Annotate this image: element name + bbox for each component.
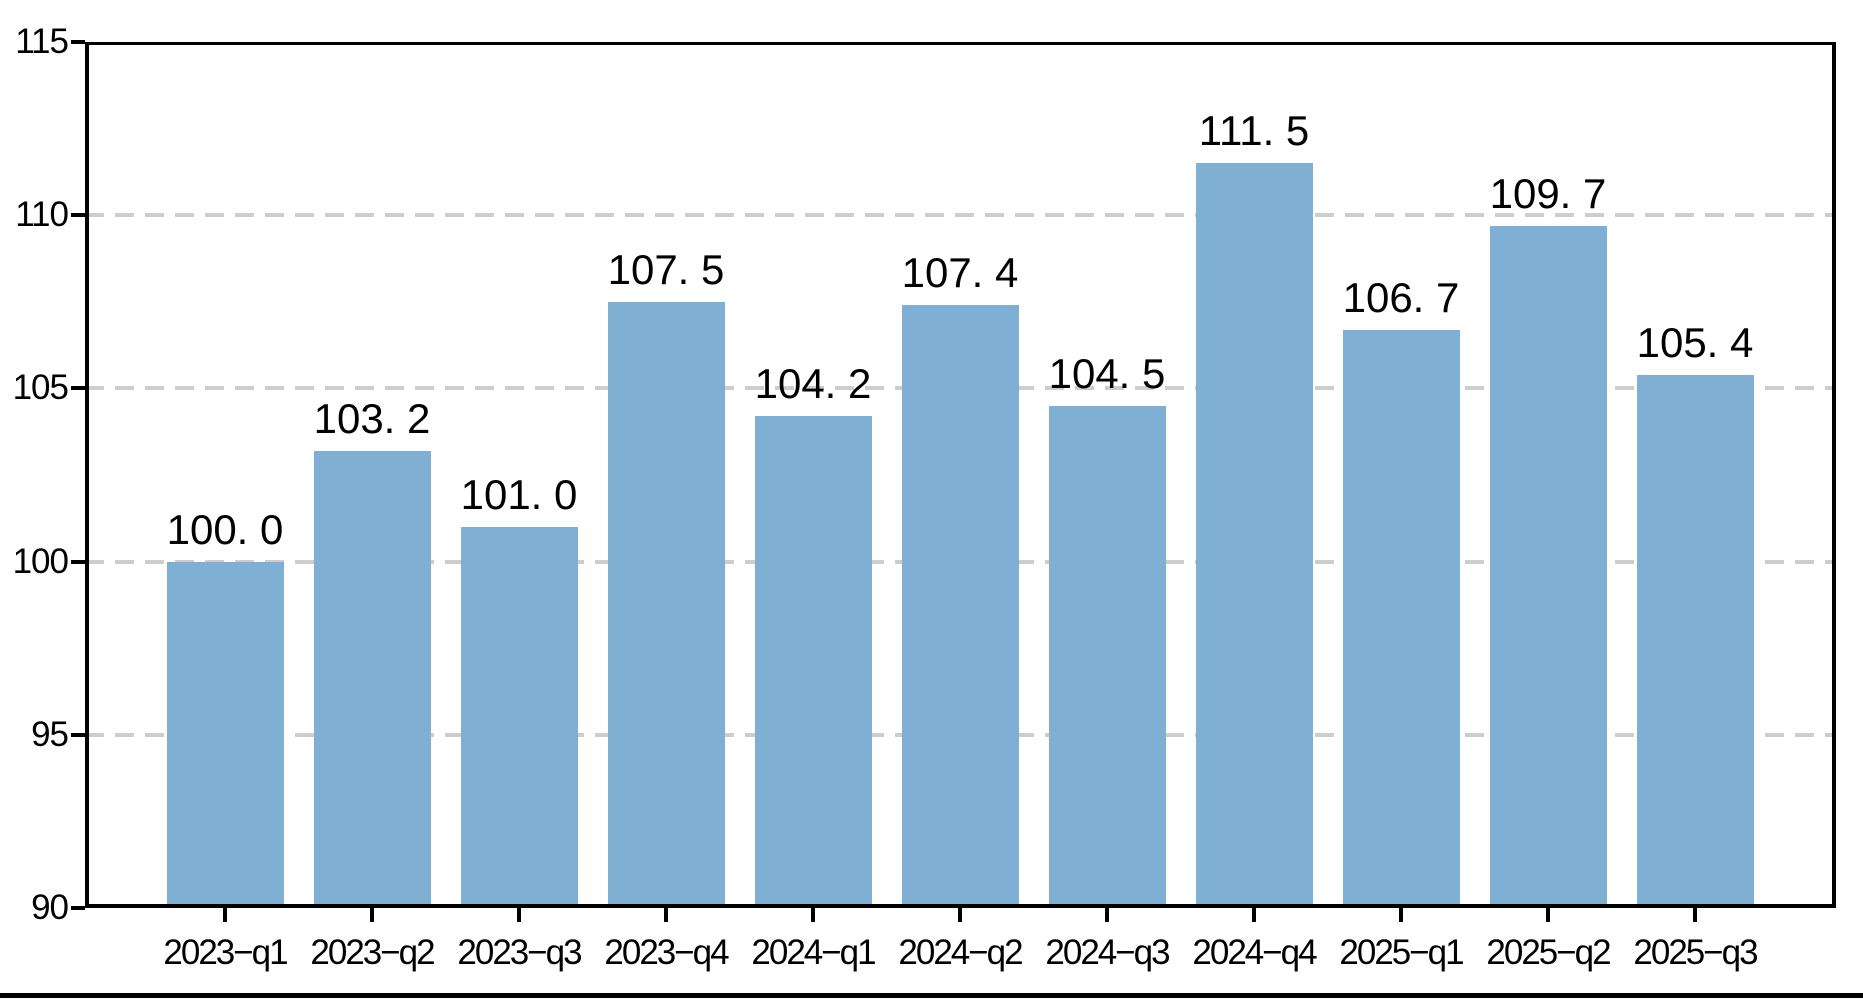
x-tick-2023−q1 bbox=[223, 908, 227, 922]
x-tick-2025−q1 bbox=[1399, 908, 1403, 922]
y-tick-label-105: 105 bbox=[12, 368, 69, 408]
right-spine bbox=[1832, 42, 1836, 908]
plot-area: 100. 0 2023−q1 103. 2 2023−q2 101. 0 2023−q3 1… bbox=[71, 40, 1836, 972]
bar-value-label: 104. 5 bbox=[1048, 349, 1166, 397]
gridline-110 bbox=[85, 213, 1836, 218]
y-tick-95 bbox=[71, 732, 85, 737]
bar-value-label: 101. 0 bbox=[460, 470, 578, 518]
x-tick-2023−q4 bbox=[664, 908, 668, 922]
bar-value-label: 109. 7 bbox=[1489, 169, 1607, 217]
bar-value-label: 107. 4 bbox=[901, 249, 1019, 297]
bar-2025−q3 bbox=[1636, 374, 1754, 908]
bar-2024−q1 bbox=[754, 416, 872, 908]
bar-value-label: 111. 5 bbox=[1198, 107, 1310, 155]
x-axis-line bbox=[85, 904, 1836, 908]
bar-value-label: 104. 2 bbox=[754, 360, 872, 408]
y-tick-label-110: 110 bbox=[15, 195, 69, 235]
x-tick-label: 2023−q2 bbox=[310, 933, 435, 972]
bar-2024−q4 bbox=[1195, 163, 1313, 908]
bar-2024−q3 bbox=[1048, 405, 1166, 908]
x-tick-2024−q4 bbox=[1252, 908, 1256, 922]
bar-2025−q2 bbox=[1489, 225, 1607, 908]
x-tick-2024−q2 bbox=[958, 908, 962, 922]
x-tick-2023−q2 bbox=[370, 908, 374, 922]
x-tick-label: 2024−q3 bbox=[1045, 933, 1170, 972]
x-tick-2023−q3 bbox=[517, 908, 521, 922]
x-tick-2025−q3 bbox=[1693, 908, 1697, 922]
bar-value-label: 100. 0 bbox=[166, 505, 284, 553]
bar-2023−q1 bbox=[166, 561, 284, 908]
x-tick-2025−q2 bbox=[1546, 908, 1550, 922]
x-tick-2024−q1 bbox=[811, 908, 815, 922]
bar-2023−q3 bbox=[460, 526, 578, 908]
x-tick-label: 2023−q3 bbox=[457, 933, 582, 972]
y-tick-100 bbox=[71, 559, 85, 564]
bar-value-label: 107. 5 bbox=[607, 245, 725, 293]
y-tick-label-90: 90 bbox=[31, 888, 69, 927]
bar-2023−q4 bbox=[607, 301, 725, 908]
x-tick-label: 2023−q4 bbox=[604, 933, 729, 972]
bar-value-label: 103. 2 bbox=[313, 394, 431, 442]
bar-2025−q1 bbox=[1342, 329, 1460, 908]
bottom-divider-line bbox=[0, 993, 1863, 998]
y-tick-115 bbox=[71, 40, 85, 44]
bar-value-label: 105. 4 bbox=[1636, 318, 1754, 366]
y-tick-label-115: 115 bbox=[15, 22, 69, 61]
x-tick-2024−q3 bbox=[1105, 908, 1109, 922]
x-tick-label: 2025−q2 bbox=[1486, 933, 1611, 972]
x-tick-label: 2023−q1 bbox=[163, 933, 288, 972]
top-spine bbox=[85, 42, 1836, 45]
y-tick-label-95: 95 bbox=[31, 714, 69, 754]
bar-value-label: 106. 7 bbox=[1342, 273, 1460, 321]
y-tick-110 bbox=[71, 213, 85, 218]
x-tick-label: 2025−q3 bbox=[1633, 933, 1758, 972]
x-tick-label: 2024−q4 bbox=[1192, 933, 1317, 972]
bar-2023−q2 bbox=[313, 450, 431, 908]
bar-2024−q2 bbox=[901, 305, 1019, 908]
x-tick-label: 2025−q1 bbox=[1339, 933, 1464, 972]
y-tick-90 bbox=[71, 906, 85, 910]
x-tick-label: 2024−q2 bbox=[898, 933, 1023, 972]
y-axis-line bbox=[85, 42, 89, 908]
x-tick-label: 2024−q1 bbox=[751, 933, 876, 972]
y-tick-label-100: 100 bbox=[12, 541, 69, 581]
y-tick-105 bbox=[71, 386, 85, 391]
